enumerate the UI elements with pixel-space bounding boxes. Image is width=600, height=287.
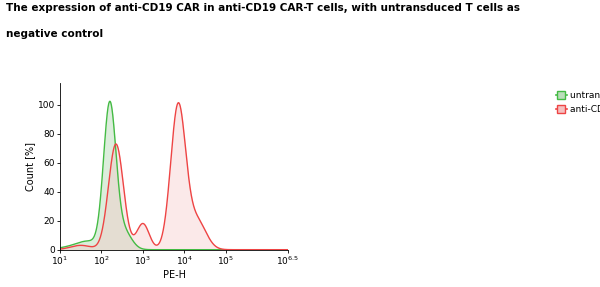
Legend: untransduced T, anti-CD19 CAR-T: untransduced T, anti-CD19 CAR-T [553, 88, 600, 117]
Text: The expression of anti-CD19 CAR in anti-CD19 CAR-T cells, with untransduced T ce: The expression of anti-CD19 CAR in anti-… [6, 3, 520, 13]
X-axis label: PE-H: PE-H [163, 270, 185, 280]
Y-axis label: Count [%]: Count [%] [25, 142, 35, 191]
Text: negative control: negative control [6, 29, 103, 39]
